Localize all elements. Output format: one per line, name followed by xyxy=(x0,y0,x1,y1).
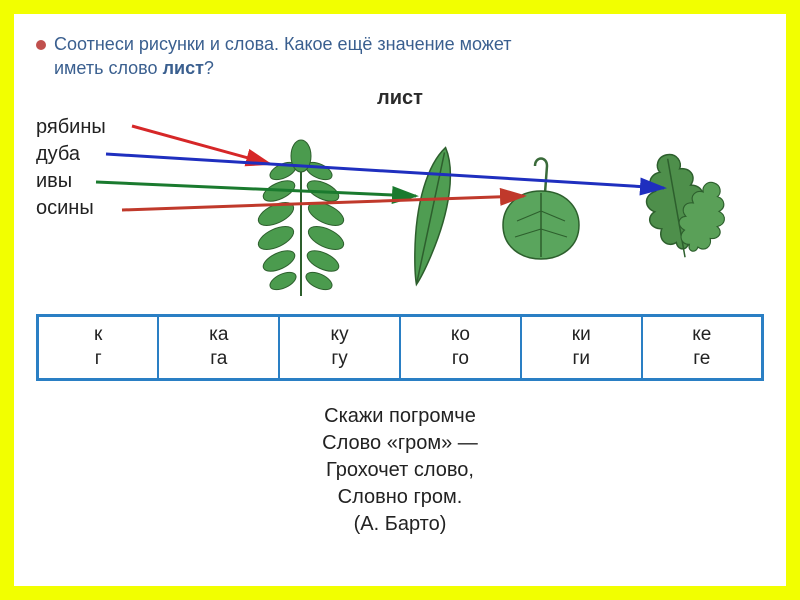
leaf-dub-icon xyxy=(639,149,734,261)
outer-frame: Соотнеси рисунки и слова. Какое ещё знач… xyxy=(0,0,800,600)
arrow-dub xyxy=(106,154,664,188)
syllable-cell: кг xyxy=(38,315,159,379)
leaf-ryabina-icon xyxy=(255,140,347,296)
instruction-line2: иметь слово xyxy=(54,58,163,78)
bullet-icon xyxy=(36,40,46,50)
syllable-cell: кеге xyxy=(642,315,763,379)
poem-author: (А. Барто) xyxy=(36,511,764,538)
syllable-cell: кого xyxy=(400,315,521,379)
word-iva: ивы xyxy=(36,170,106,193)
instruction-text: Соотнеси рисунки и слова. Какое ещё знач… xyxy=(36,32,764,81)
word-osina: осины xyxy=(36,197,106,220)
table-row: кг кага кугу кого киги кеге xyxy=(38,315,763,379)
word-ryabina: рябины xyxy=(36,116,106,139)
instruction-bold: лист xyxy=(163,58,204,78)
syllable-cell: кага xyxy=(158,315,279,379)
leaf-osina-icon xyxy=(503,158,579,259)
poem-line: Словно гром. xyxy=(36,484,764,511)
word-list: рябины дуба ивы осины xyxy=(36,116,106,224)
title-word: лист xyxy=(36,87,764,110)
arrow-osina xyxy=(122,196,524,210)
arrow-ryabina xyxy=(132,126,270,164)
poem-line: Скажи погромче xyxy=(36,403,764,430)
poem-line: Грохочет слово, xyxy=(36,457,764,484)
leaf-iva-icon xyxy=(403,144,459,287)
syllable-cell: киги xyxy=(521,315,642,379)
instruction-line1: Соотнеси рисунки и слова. Какое ещё знач… xyxy=(54,34,511,54)
syllable-table: кг кага кугу кого киги кеге xyxy=(36,314,764,381)
leaves-and-arrows-svg xyxy=(36,116,764,306)
matching-area: рябины дуба ивы осины xyxy=(36,116,764,306)
poem-line: Слово «гром» — xyxy=(36,430,764,457)
poem-block: Скажи погромче Слово «гром» — Грохочет с… xyxy=(36,403,764,538)
inner-page: Соотнеси рисунки и слова. Какое ещё знач… xyxy=(14,14,786,586)
instruction-punct: ? xyxy=(204,58,214,78)
arrow-iva xyxy=(96,182,416,196)
word-dub: дуба xyxy=(36,143,106,166)
syllable-cell: кугу xyxy=(279,315,400,379)
